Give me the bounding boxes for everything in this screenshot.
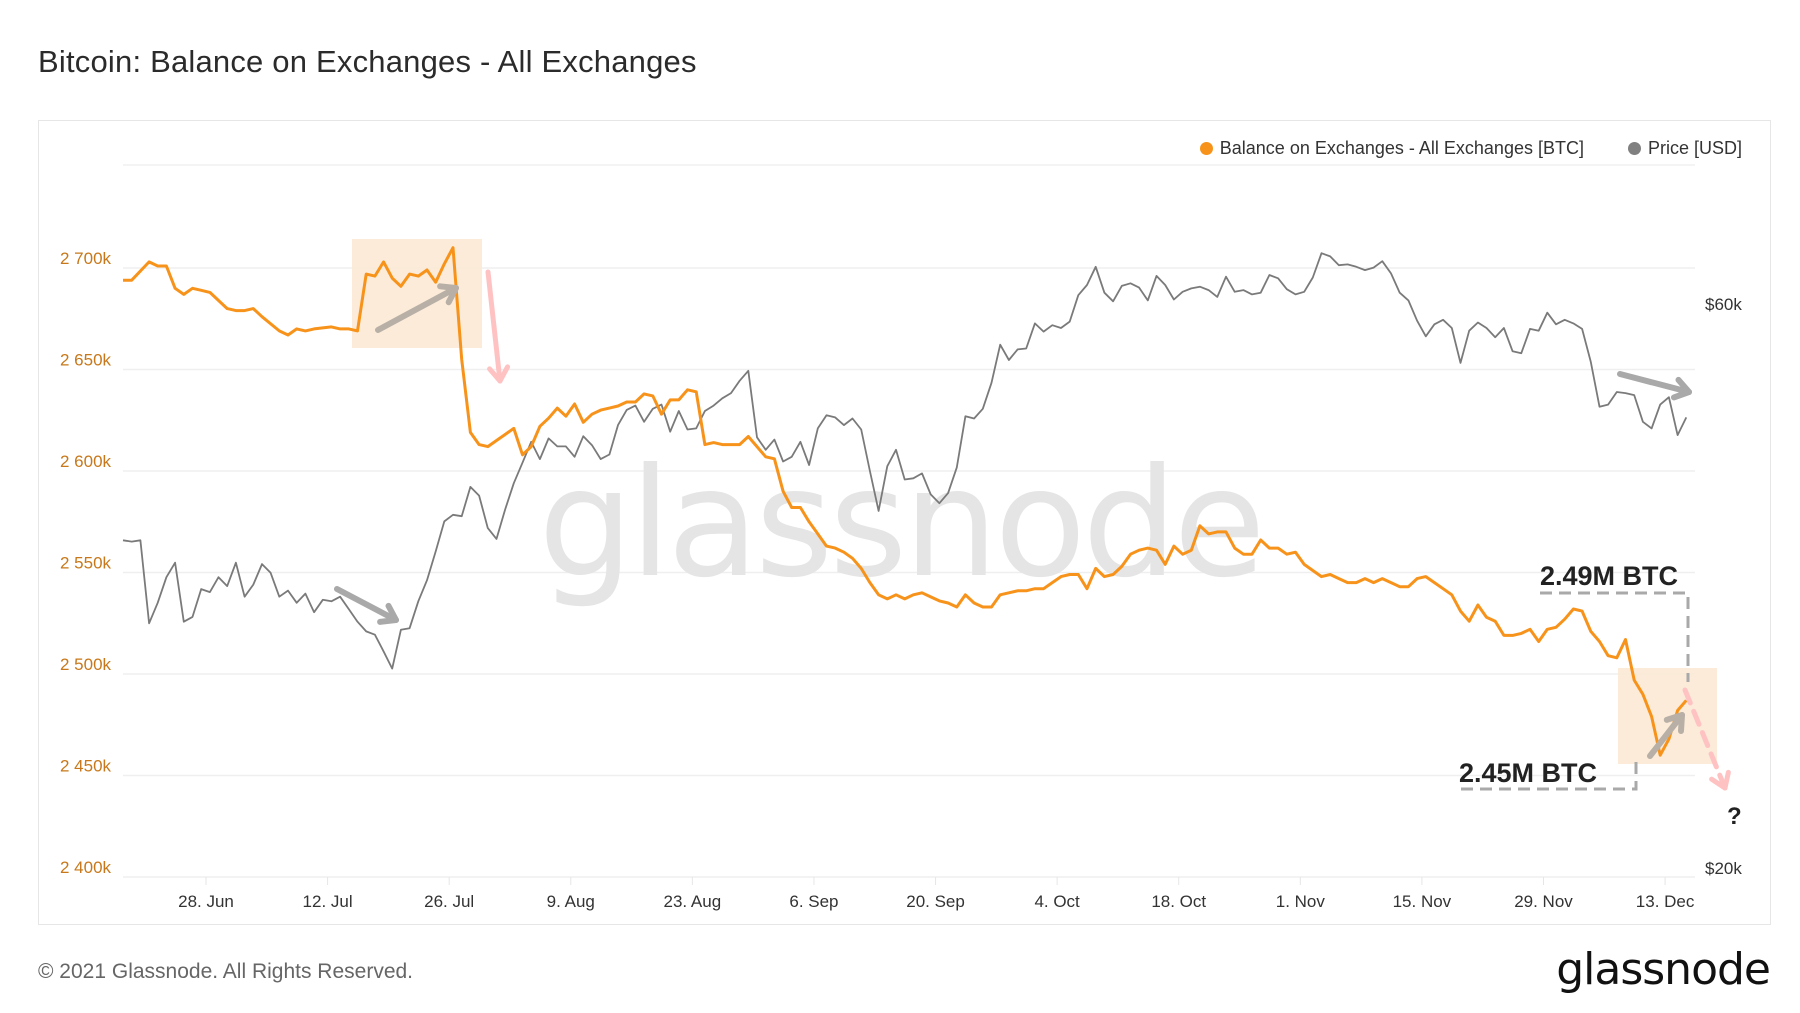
highlight-box-july bbox=[352, 239, 482, 348]
y-axis-tick-label: 2 600k bbox=[60, 452, 112, 471]
chart-legend: Balance on Exchanges - All Exchanges [BT… bbox=[1199, 138, 1742, 159]
chart-frame bbox=[38, 120, 1771, 925]
y2-axis-tick-label: $60k bbox=[1705, 295, 1742, 314]
price-dot-icon bbox=[1627, 142, 1641, 155]
grey-arrow-up-july-head bbox=[437, 283, 459, 306]
x-axis-tick-label: 9. Aug bbox=[547, 892, 595, 911]
glassnode-logo: glassnode bbox=[1556, 944, 1771, 995]
x-axis-tick-label: 20. Sep bbox=[906, 892, 965, 911]
balance-line bbox=[123, 246, 1688, 757]
legend-item-price[interactable]: Price [USD] bbox=[1627, 138, 1742, 159]
grey-arrow-down-price-july bbox=[334, 586, 399, 623]
red-arrow-down-july bbox=[485, 269, 503, 384]
x-axis-tick-label: 15. Nov bbox=[1393, 892, 1452, 911]
x-axis-tick-label: 28. Jun bbox=[178, 892, 234, 911]
y-axis-tick-label: 2 650k bbox=[60, 351, 112, 370]
x-axis-tick-label: 13. Dec bbox=[1636, 892, 1695, 911]
x-axis-tick-label: 29. Nov bbox=[1514, 892, 1573, 911]
dashed-guide-low bbox=[1461, 758, 1638, 791]
red-arrow-down-july-head bbox=[487, 364, 511, 384]
x-axis-tick-label: 18. Oct bbox=[1151, 892, 1206, 911]
annotation-question-mark: ? bbox=[1727, 803, 1742, 830]
price-line bbox=[122, 252, 1688, 670]
annotation-low-label: 2.45M BTC bbox=[1459, 758, 1597, 788]
dashed-guide-high bbox=[1540, 591, 1690, 682]
grey-arrow-down-price-dec-head bbox=[1670, 376, 1692, 401]
x-axis-tick-label: 26. Jul bbox=[424, 892, 474, 911]
grey-arrow-down-price-dec bbox=[1617, 371, 1692, 395]
legend-label-price: Price [USD] bbox=[1647, 138, 1742, 158]
chart-title: Bitcoin: Balance on Exchanges - All Exch… bbox=[38, 44, 697, 79]
red-dashed-arrow-down-dec-head bbox=[1709, 769, 1731, 791]
y-axis-tick-label: 2 400k bbox=[60, 858, 112, 877]
highlight-box-december bbox=[1618, 668, 1717, 764]
copyright-footer: © 2021 Glassnode. All Rights Reserved. bbox=[38, 960, 414, 983]
annotation-high-label: 2.49M BTC bbox=[1540, 561, 1678, 591]
y2-axis-tick-label: $20k bbox=[1705, 859, 1742, 878]
y-axis-tick-label: 2 700k bbox=[60, 249, 112, 268]
grey-arrow-up-july bbox=[375, 285, 459, 333]
grey-arrow-up-dec bbox=[1647, 712, 1685, 759]
legend-label-balance: Balance on Exchanges - All Exchanges [BT… bbox=[1219, 138, 1584, 158]
x-axis-tick-label: 6. Sep bbox=[789, 892, 838, 911]
watermark: glassnode bbox=[538, 437, 1261, 611]
y-axis-tick-label: 2 450k bbox=[60, 757, 112, 776]
y-axis-tick-label: 2 550k bbox=[60, 554, 112, 573]
x-axis-tick-label: 12. Jul bbox=[303, 892, 353, 911]
legend-item-balance[interactable]: Balance on Exchanges - All Exchanges [BT… bbox=[1199, 138, 1584, 159]
x-axis-tick-label: 23. Aug bbox=[664, 892, 722, 911]
x-axis-tick-label: 4. Oct bbox=[1034, 892, 1080, 911]
y-axis-tick-label: 2 500k bbox=[60, 655, 112, 674]
grey-arrow-down-price-july-head bbox=[377, 602, 399, 625]
grey-arrow-up-dec-head bbox=[1663, 712, 1685, 734]
x-axis-tick-label: 1. Nov bbox=[1276, 892, 1326, 911]
red-dashed-arrow-down-dec bbox=[1682, 687, 1728, 791]
balance-dot-icon bbox=[1199, 142, 1213, 155]
